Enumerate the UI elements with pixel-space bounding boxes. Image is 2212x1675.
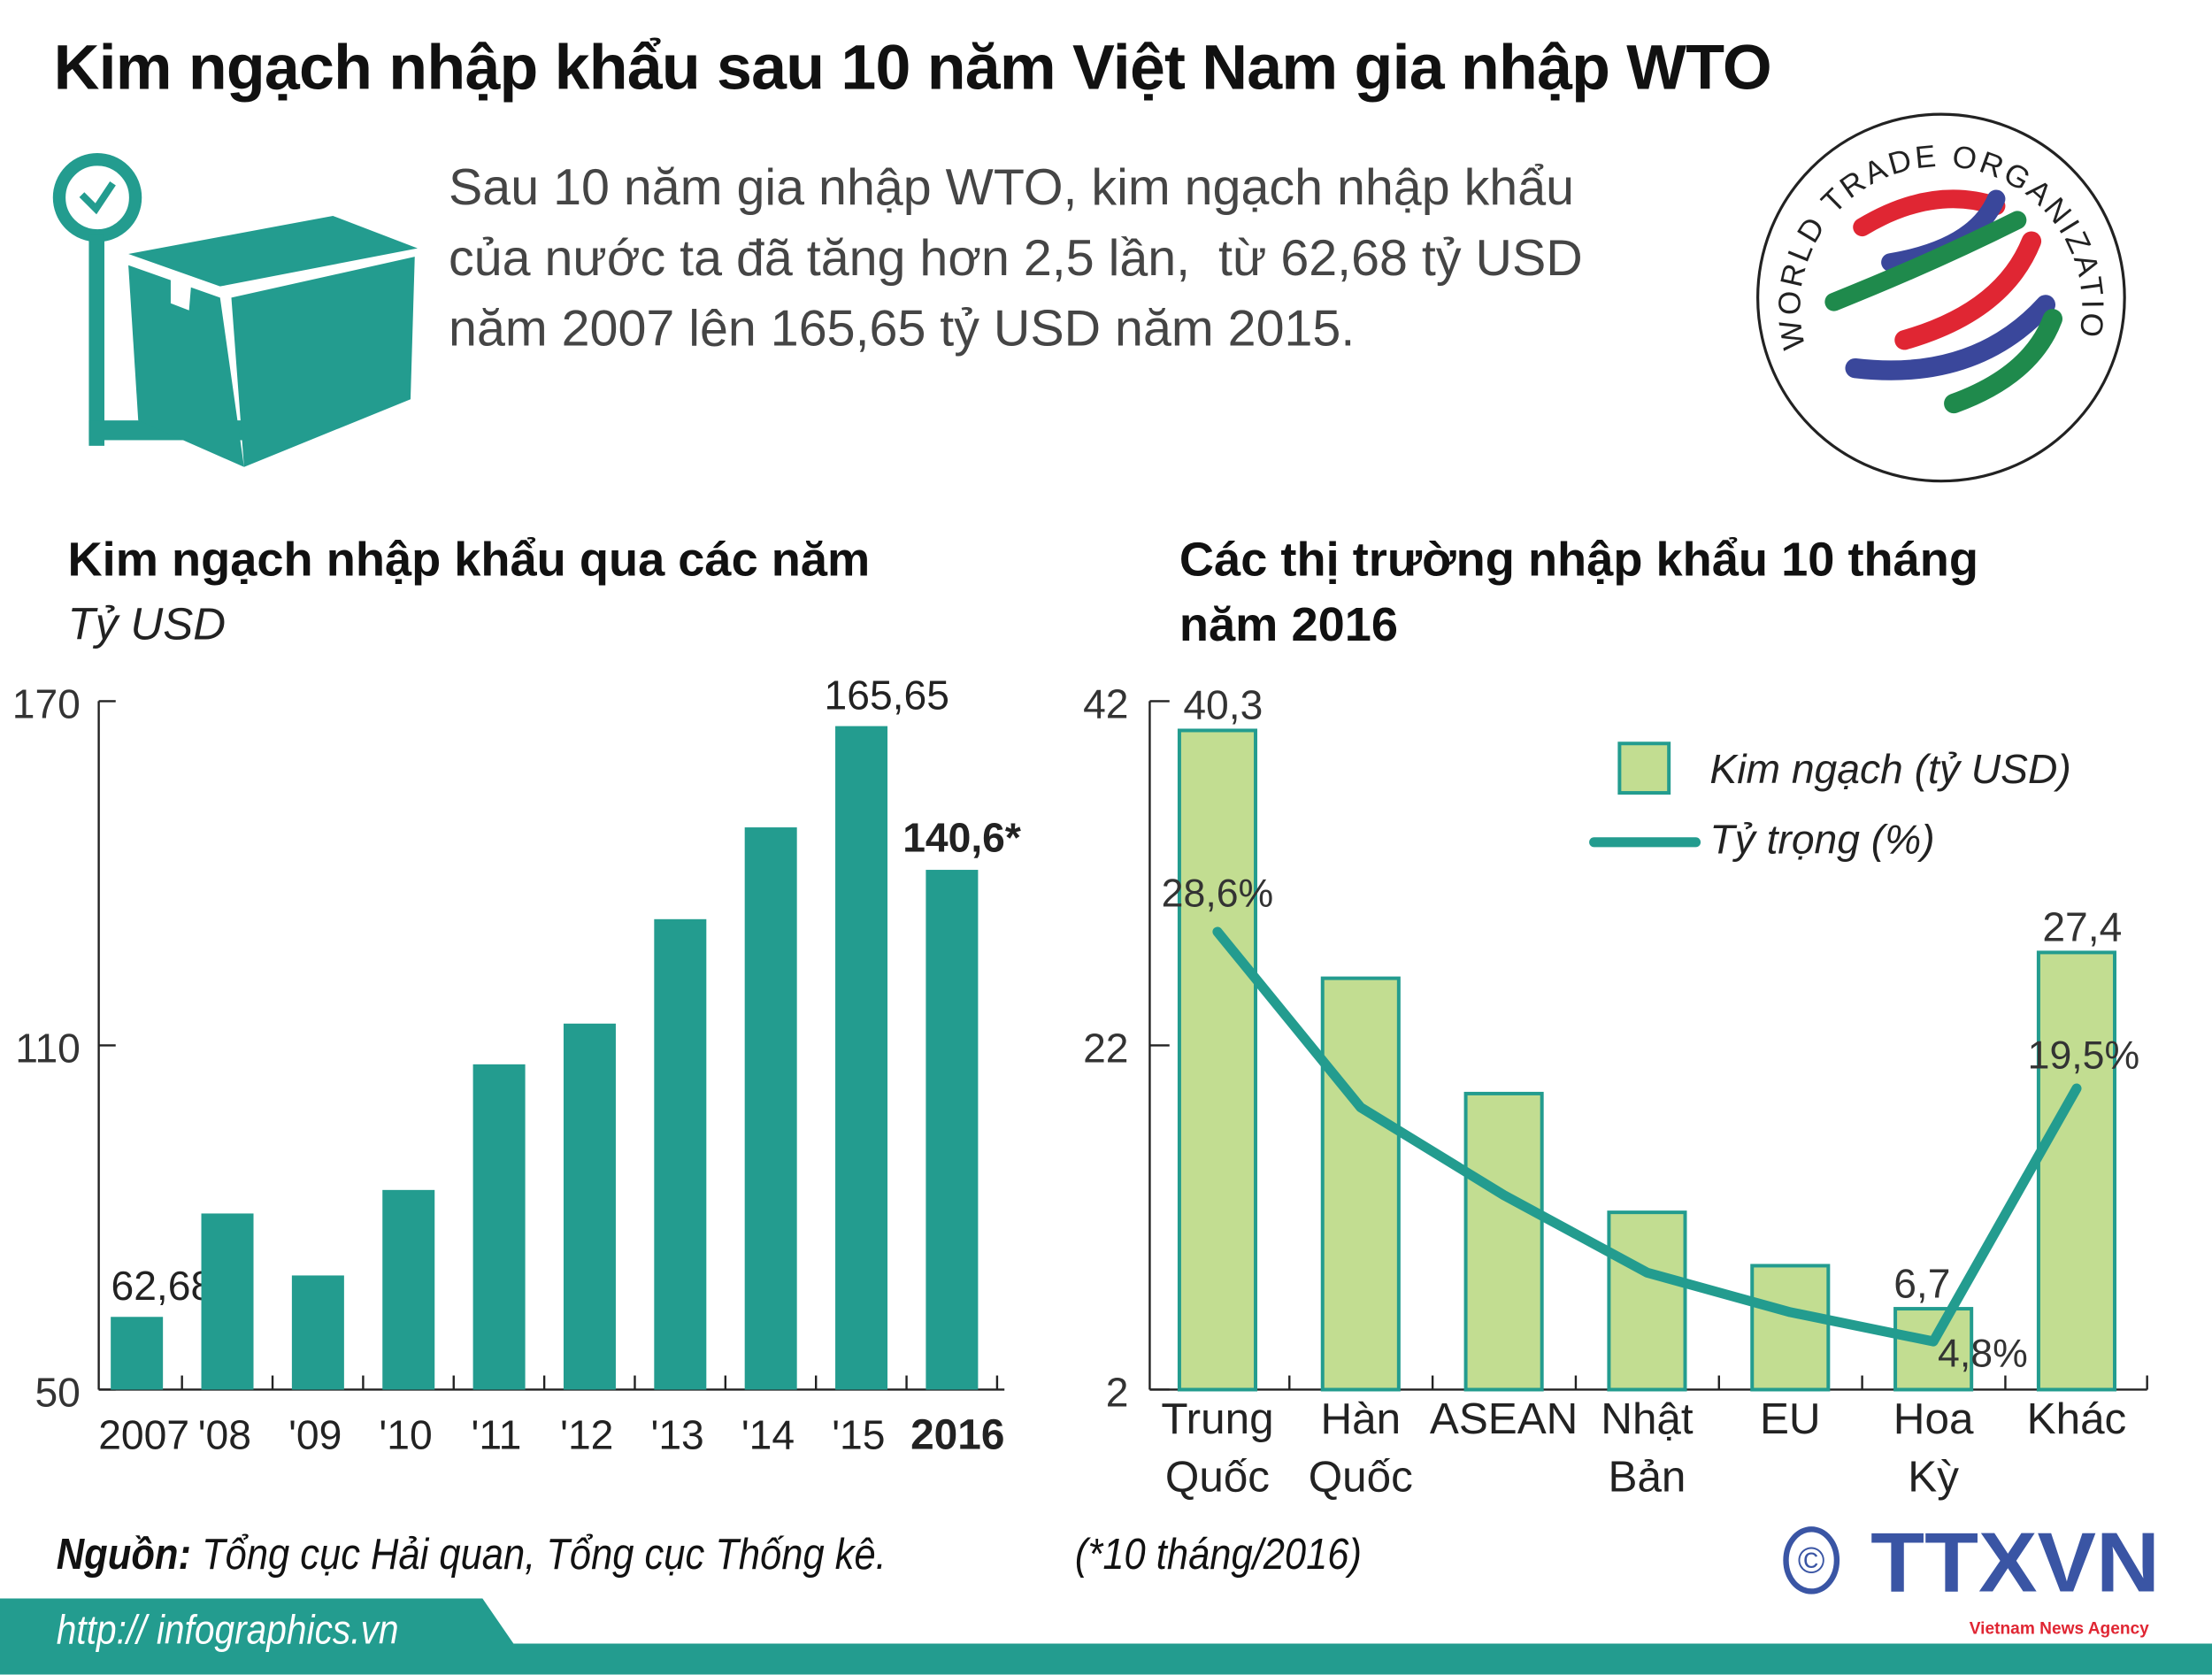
bar xyxy=(1609,1212,1685,1389)
legend-label-line: Tỷ trọng (%) xyxy=(1709,817,1934,863)
bar xyxy=(1323,979,1399,1390)
bar xyxy=(202,1213,254,1389)
bar xyxy=(564,1024,616,1390)
source-label: Nguồn: xyxy=(57,1529,191,1579)
bar xyxy=(835,726,887,1390)
y-tick-label: 170 xyxy=(12,681,81,727)
intro-line: Sau 10 năm gia nhập WTO, kim ngạch nhập … xyxy=(449,152,1583,223)
import-by-year-chart: 50 110 170 2007 62,68 '08 '09 '10 '11 '12 '13 '14 '1… xyxy=(0,663,1072,1510)
x-tick-label: '11 xyxy=(472,1411,522,1457)
x-tick-label: Hoa xyxy=(1893,1395,1974,1443)
x-tick-label: Hàn xyxy=(1320,1395,1401,1443)
y-tick-label: 50 xyxy=(35,1370,80,1416)
copyright-icon: © xyxy=(1798,1540,1825,1581)
x-tick-label: 2016 xyxy=(910,1411,1004,1458)
bar xyxy=(382,1190,434,1390)
intro-paragraph: Sau 10 năm gia nhập WTO, kim ngạch nhập … xyxy=(449,152,1583,364)
agency-logo-text: TTXVN xyxy=(1870,1518,2160,1610)
x-tick-label: Nhật xyxy=(1601,1395,1694,1443)
wto-logo: WORLD TRADE ORGANIZATION xyxy=(1749,107,2133,491)
right-chart-title: Các thị trường nhập khẩu 10 tháng năm 20… xyxy=(1179,527,2082,657)
data-label: 165,65 xyxy=(825,672,949,718)
x-tick-label: Khác xyxy=(2027,1395,2127,1443)
bar-data-label: 40,3 xyxy=(1183,682,1263,728)
x-tick-label: ASEAN xyxy=(1430,1395,1578,1443)
bar-data-label: 6,7 xyxy=(1893,1260,1950,1306)
left-chart-unit: Tỷ USD xyxy=(68,598,227,650)
x-tick-label: Quốc xyxy=(1309,1452,1413,1501)
x-tick-label: Kỳ xyxy=(1908,1452,1959,1501)
bar xyxy=(292,1275,344,1389)
x-tick-label: 2007 xyxy=(98,1411,189,1457)
x-tick-label: '08 xyxy=(198,1411,251,1457)
x-tick-label: EU xyxy=(1760,1395,1821,1443)
intro-line: của nước ta đã tăng hơn 2,5 lần, từ 62,6… xyxy=(449,223,1583,294)
y-tick-label: 2 xyxy=(1106,1370,1129,1416)
share-data-label: 19,5% xyxy=(2028,1034,2140,1078)
x-tick-label: '15 xyxy=(832,1411,885,1457)
bar xyxy=(1752,1265,1828,1389)
x-tick-label: '14 xyxy=(741,1411,795,1457)
source-text: Tổng cục Hải quan, Tổng cục Thống kê. xyxy=(202,1529,887,1579)
source-note: Nguồn: Tổng cục Hải quan, Tổng cục Thống… xyxy=(57,1529,887,1579)
bar xyxy=(111,1317,163,1389)
x-tick-label: '13 xyxy=(651,1411,704,1457)
x-tick-label: Bản xyxy=(1609,1452,1686,1501)
share-data-label: 28,6% xyxy=(1162,872,1274,915)
legend-swatch-bar xyxy=(1619,743,1669,793)
bar xyxy=(745,827,797,1389)
bar xyxy=(926,870,978,1389)
bar xyxy=(2039,952,2115,1389)
bar xyxy=(1466,1094,1542,1390)
x-tick-label: Quốc xyxy=(1165,1452,1270,1501)
bar-data-label: 27,4 xyxy=(2042,904,2122,950)
package-scale-clock-icon xyxy=(50,152,425,474)
legend-label-bar: Kim ngạch (tỷ USD) xyxy=(1709,746,2070,792)
share-data-label: 4,8% xyxy=(1938,1333,2028,1376)
y-tick-label: 42 xyxy=(1083,681,1128,727)
x-tick-label: '09 xyxy=(288,1411,342,1457)
bar xyxy=(473,1064,526,1390)
data-label: 140,6* xyxy=(902,814,1021,860)
x-tick-label: '10 xyxy=(379,1411,432,1457)
page-title: Kim ngạch nhập khẩu sau 10 năm Việt Nam … xyxy=(54,31,1771,104)
website-link[interactable]: http:// infographics.vn xyxy=(57,1609,399,1656)
bar xyxy=(1179,730,1256,1389)
left-chart-title: Kim ngạch nhập khẩu qua các năm xyxy=(68,527,871,592)
x-tick-label: Trung xyxy=(1161,1395,1273,1443)
data-label: 62,68 xyxy=(111,1263,214,1309)
footnote: (*10 tháng/2016) xyxy=(1075,1529,1362,1579)
y-tick-label: 110 xyxy=(15,1026,81,1072)
y-tick-label: 22 xyxy=(1083,1026,1128,1072)
bar xyxy=(654,919,706,1390)
x-tick-label: '12 xyxy=(560,1411,613,1457)
intro-line: năm 2007 lên 165,65 tỷ USD năm 2015. xyxy=(449,294,1583,365)
